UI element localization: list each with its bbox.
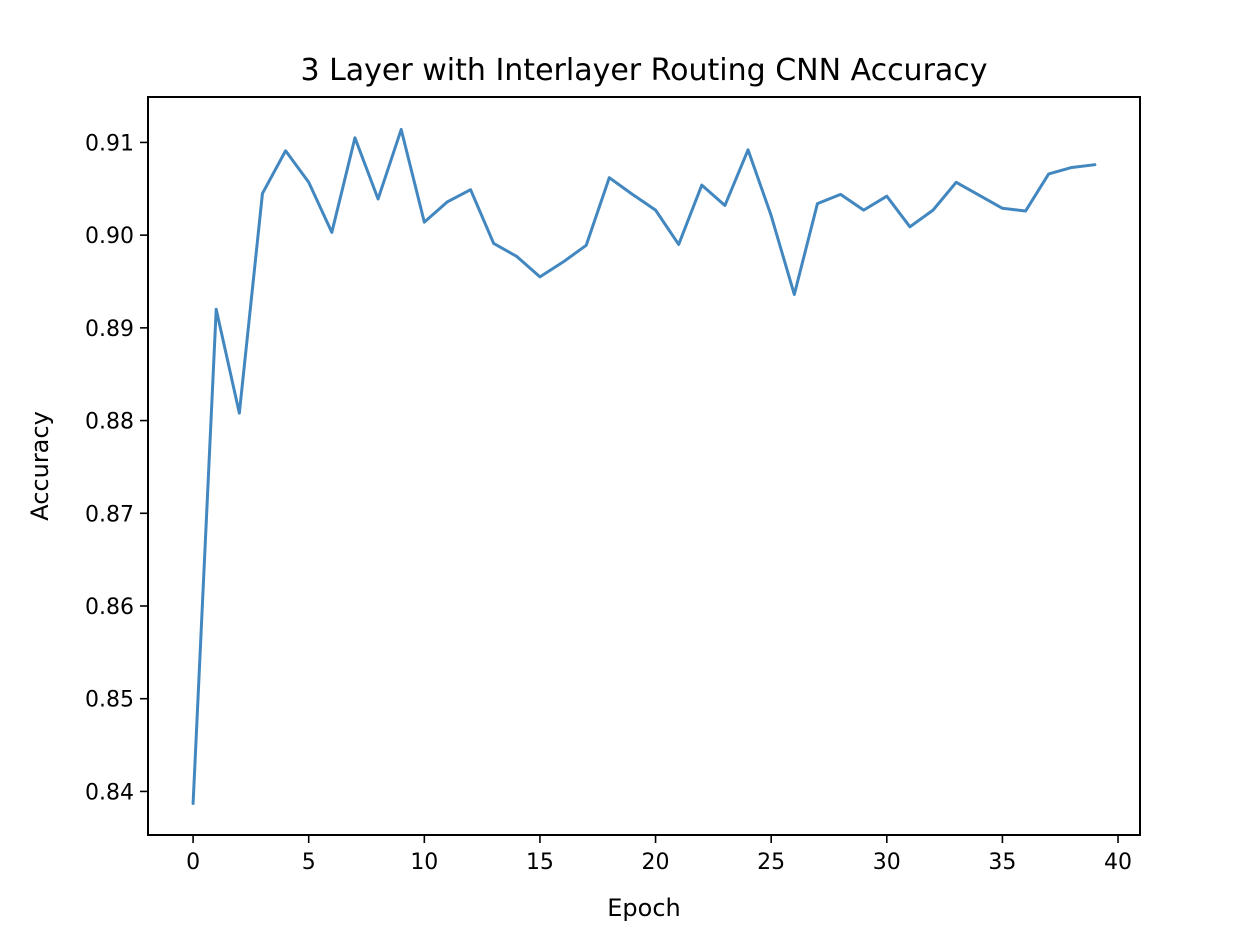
y-tick-label: 0.88 [85,410,134,435]
x-tick-label: 25 [757,850,785,875]
x-axis-label: Epoch [607,894,681,922]
y-tick-label: 0.87 [85,502,134,527]
y-axis-label: Accuracy [26,411,54,521]
x-tick-label: 40 [1104,850,1132,875]
series-line-0 [191,127,1097,805]
chart-title: 3 Layer with Interlayer Routing CNN Accu… [300,53,987,88]
x-tick-label: 0 [186,850,200,875]
x-tick-label: 5 [302,850,316,875]
plot-frame [147,96,1141,836]
x-tick-label: 10 [410,850,438,875]
x-tick-label: 20 [642,850,670,875]
y-tick-label: 0.84 [85,780,134,805]
y-tick-label: 0.86 [85,595,134,620]
x-tick-label: 30 [873,850,901,875]
plot-area [191,127,1097,805]
y-tick-label: 0.85 [85,688,134,713]
x-tick-label: 15 [526,850,554,875]
y-tick-label: 0.90 [85,224,134,249]
y-tick-label: 0.91 [85,131,134,156]
x-tick-label: 35 [988,850,1016,875]
x-axis: 0 5 10 15 20 25 30 35 40 [186,835,1132,875]
y-tick-label: 0.89 [85,317,134,342]
y-axis: 0.84 0.85 0.86 0.87 0.88 0.89 0.90 0.91 [85,131,148,805]
